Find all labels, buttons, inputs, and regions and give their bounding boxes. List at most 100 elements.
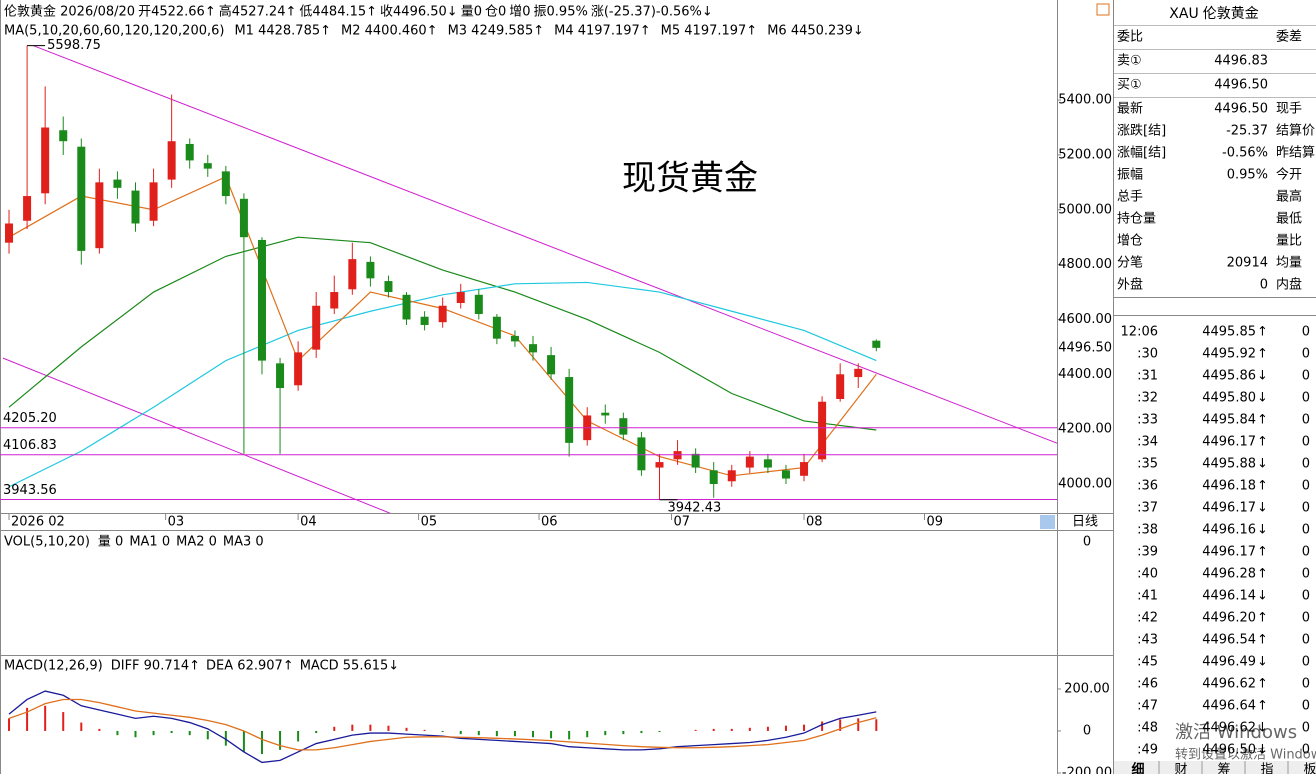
x-tick-label: 08 <box>806 515 823 530</box>
x-tick-label: 09 <box>926 515 943 530</box>
candle-body <box>167 141 176 180</box>
tick-dir: ↑ <box>1257 435 1268 450</box>
quote-label: 委差 <box>1276 30 1302 45</box>
tick-volume: 0 <box>1302 457 1310 472</box>
tick-dir: ↑ <box>1257 347 1268 362</box>
x-tick-label: 05 <box>421 515 438 530</box>
candle-body <box>221 171 230 197</box>
tick-time: :47 <box>1137 699 1158 714</box>
tick-price: 4496.62 <box>1202 677 1256 692</box>
candle-body <box>276 363 285 389</box>
quote-value: 20914 <box>1227 256 1268 271</box>
header-item: 低4484.15↑ <box>299 5 377 20</box>
tick-dir: ↓ <box>1257 655 1268 670</box>
candle-body <box>601 412 610 416</box>
ma-label: MA(5,10,20,60,60,120,120,200,6) <box>4 24 224 39</box>
candle-body <box>149 182 158 221</box>
tick-price: 4496.20 <box>1202 611 1256 626</box>
os-watermark: 转到设置以激活 Windows <box>1175 748 1316 763</box>
candle-body <box>872 340 881 348</box>
candle-body <box>565 377 574 443</box>
tick-dir: ↑ <box>1257 677 1268 692</box>
tick-dir: ↓ <box>1257 391 1268 406</box>
tick-dir: ↑ <box>1257 413 1268 428</box>
trend-line <box>32 45 1057 444</box>
tick-volume: 0 <box>1302 413 1310 428</box>
tick-volume: 0 <box>1302 677 1310 692</box>
tick-time: :48 <box>1137 721 1158 736</box>
quote-label: 卖① <box>1117 54 1142 69</box>
tick-volume: 0 <box>1302 369 1310 384</box>
tick-volume: 0 <box>1302 545 1310 560</box>
x-tick-label: 03 <box>168 515 185 530</box>
ma-line <box>8 236 877 431</box>
quote-value: -25.37 <box>1226 124 1268 139</box>
quote-label: 外盘 <box>1117 277 1143 293</box>
candle-body <box>637 437 646 471</box>
main-plot <box>2 45 1057 513</box>
tab[interactable]: 财 <box>1174 763 1187 774</box>
macd-plot <box>8 690 878 764</box>
candle-body <box>59 130 68 142</box>
tick-price: 4496.17 <box>1202 435 1256 450</box>
tick-time: :32 <box>1137 391 1158 406</box>
tab[interactable]: 筹 <box>1217 762 1230 774</box>
quote-value: -0.56% <box>1222 146 1268 161</box>
quote-label: 均量 <box>1276 256 1302 271</box>
annotation-label: 3942.43 <box>667 500 721 515</box>
y-tick-label: 5400.00 <box>1058 93 1112 108</box>
tick-dir: ↑ <box>1257 325 1268 340</box>
candle-body <box>366 261 375 279</box>
y-tick-label: -200.00 <box>1062 765 1112 774</box>
candle-body <box>185 143 194 161</box>
tick-volume: 0 <box>1302 699 1310 714</box>
candle-body <box>745 456 754 468</box>
tick-price: 4496.16 <box>1202 523 1256 538</box>
tick-time: :39 <box>1137 545 1158 560</box>
tick-dir: ↓ <box>1257 369 1268 384</box>
tick-price: 4496.17 <box>1202 501 1256 516</box>
quote-label: 买① <box>1117 78 1142 93</box>
symbol-name: 伦敦黄金 <box>1203 5 1259 22</box>
macd-line <box>8 698 877 751</box>
tab[interactable]: 板 <box>1303 763 1316 774</box>
quote-label: 量比 <box>1276 234 1302 249</box>
tick-time: :40 <box>1137 567 1158 582</box>
candle-body <box>348 259 357 290</box>
ma-legend: M6 4450.239↓ <box>767 24 864 39</box>
tick-time: :37 <box>1137 501 1158 516</box>
tick-volume: 0 <box>1302 501 1310 516</box>
candle-body <box>691 453 700 468</box>
candle-body <box>203 163 212 169</box>
tick-time: :46 <box>1137 677 1158 692</box>
tick-time: :31 <box>1137 369 1158 384</box>
candle-body <box>818 401 827 460</box>
y-tick-label: 4400.00 <box>1058 367 1112 382</box>
tick-price: 4496.14 <box>1202 589 1256 604</box>
tab[interactable]: 指 <box>1260 763 1273 774</box>
tick-price: 4496.18 <box>1202 479 1256 494</box>
tick-dir: ↑ <box>1257 545 1268 560</box>
last-price-box <box>1058 339 1113 356</box>
quote-label: 分笔 <box>1117 255 1143 271</box>
y-tick-label: 5200.00 <box>1058 147 1112 162</box>
tick-price: 4495.92 <box>1202 347 1256 362</box>
tick-dir: ↑ <box>1257 611 1268 626</box>
tick-volume: 0 <box>1302 347 1310 362</box>
quote-label: 现手 <box>1276 102 1302 117</box>
tick-time: :42 <box>1137 611 1158 626</box>
candle-body <box>619 418 628 435</box>
tick-dir: ↓ <box>1257 589 1268 604</box>
candle-body <box>5 223 14 243</box>
y-tick-label: 0 <box>1083 723 1091 738</box>
tab[interactable]: 细 <box>1131 762 1144 774</box>
x-tick-label: 04 <box>300 515 317 530</box>
tick-price: 4495.86 <box>1202 369 1256 384</box>
candle-body <box>77 146 86 251</box>
quote-label: 今开 <box>1276 167 1302 183</box>
period-label: 日线 <box>1072 515 1098 530</box>
header-item: 增0 <box>509 5 530 20</box>
tick-price: 4496.50 <box>1202 743 1256 758</box>
quote-label: 委比 <box>1117 30 1143 45</box>
panel-title: MACD(12,26,9) <box>4 659 103 674</box>
